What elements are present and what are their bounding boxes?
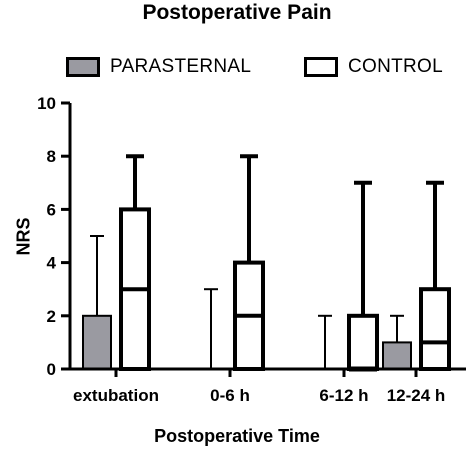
box-s1-g3 [419, 287, 451, 372]
x-tick-label-2: 6-12 h [319, 386, 368, 405]
y-tick-label-0: 0 [47, 360, 56, 379]
legend-item-control: CONTROL [304, 54, 443, 80]
x-tick-label-3: 12-24 h [387, 386, 446, 405]
legend-swatch-parasternal [66, 57, 100, 77]
legend-label-control: CONTROL [348, 56, 443, 77]
legend-label-parasternal: PARASTERNAL [110, 56, 252, 77]
x-tick-label-0: extubation [73, 386, 159, 405]
x-tick-label-1: 0-6 h [210, 386, 250, 405]
box-s0-g3 [382, 341, 412, 370]
y-tick-label-10: 10 [37, 94, 56, 113]
y-tick-label-4: 4 [47, 254, 57, 273]
box-s1-g2 [347, 313, 379, 371]
chart-title: Postoperative Pain [142, 1, 332, 24]
legend-swatch-control [304, 57, 338, 77]
y-tick-label-6: 6 [47, 200, 56, 219]
x-axis-label: Postoperative Time [154, 426, 320, 446]
box-s0-g0 [82, 314, 112, 370]
legend-item-parasternal: PARASTERNAL [66, 54, 251, 80]
y-tick-label-2: 2 [47, 307, 56, 326]
y-tick-label-8: 8 [47, 147, 56, 166]
